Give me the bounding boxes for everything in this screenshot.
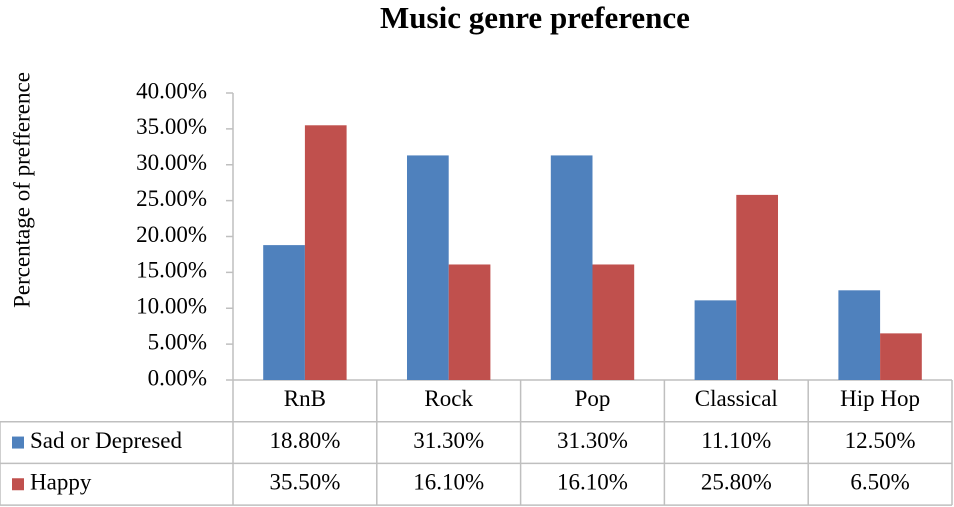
x-tick-label: Classical <box>695 386 778 411</box>
table-value: 25.80% <box>701 470 772 495</box>
y-tick-label: 35.00% <box>136 114 207 139</box>
table-value: 31.30% <box>557 428 628 453</box>
y-tick-label: 40.00% <box>136 78 207 103</box>
table-value: 35.50% <box>269 470 340 495</box>
chart-title: Music genre preference <box>380 0 690 35</box>
bar <box>304 125 347 380</box>
y-tick-label: 25.00% <box>136 186 207 211</box>
y-tick-label: 15.00% <box>136 258 207 283</box>
bar <box>592 264 635 380</box>
x-tick-label: Rock <box>424 386 473 411</box>
y-tick-label: 5.00% <box>148 329 207 354</box>
x-tick-label: RnB <box>284 386 326 411</box>
x-tick-label: Hip Hop <box>840 386 920 411</box>
legend-swatch <box>12 478 24 491</box>
bar <box>406 155 449 380</box>
x-tick-label: Pop <box>575 386 611 411</box>
table-value: 16.10% <box>413 470 484 495</box>
bar <box>880 333 922 380</box>
table-value: 12.50% <box>845 428 916 453</box>
bar <box>263 245 305 380</box>
bar <box>550 155 593 380</box>
bar <box>448 264 491 380</box>
y-tick-label: 30.00% <box>136 150 207 175</box>
y-tick-label: 10.00% <box>136 294 207 319</box>
bar <box>838 290 881 380</box>
table-value: 11.10% <box>701 428 771 453</box>
table-value: 18.80% <box>269 428 340 453</box>
y-tick-label: 20.00% <box>136 222 207 247</box>
table-value: 16.10% <box>557 470 628 495</box>
y-tick-label: 0.00% <box>148 365 207 390</box>
legend-label: Happy <box>30 470 92 495</box>
y-axis-label: Percentage of prefference <box>9 72 34 308</box>
legend-swatch <box>12 436 24 449</box>
table-value: 31.30% <box>413 428 484 453</box>
legend-label: Sad or Depresed <box>30 428 183 453</box>
table-value: 6.50% <box>850 470 909 495</box>
bar <box>694 300 737 380</box>
bar <box>736 194 779 380</box>
